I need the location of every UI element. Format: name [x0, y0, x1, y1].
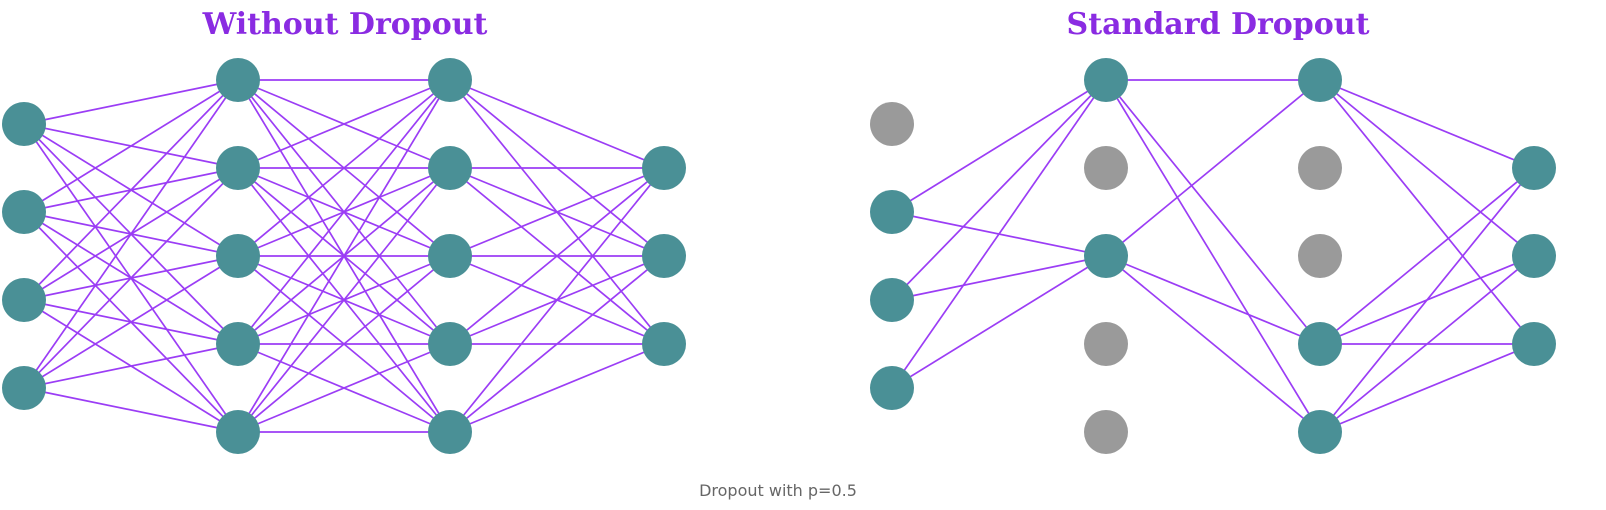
- edge-l0n2-l1n0: [23, 79, 239, 301]
- edge-l2n0-l3n1: [1319, 79, 1535, 257]
- edges-standard-dropout: [891, 79, 1535, 433]
- neuron-dropped-l1-n1: [1084, 146, 1128, 190]
- edge-l0n3-l1n0: [23, 79, 239, 389]
- neuron-active-l2-n1: [428, 146, 472, 190]
- neuron-active-l2-n3: [1298, 322, 1342, 366]
- edge-l0n1-l1n0: [23, 79, 239, 213]
- neuron-active-l3-n0: [1512, 146, 1556, 190]
- edge-l0n2-l1n2: [891, 255, 1107, 301]
- edge-l2n3-l3n0: [1319, 167, 1535, 345]
- neuron-dropped-l2-n1: [1298, 146, 1342, 190]
- neuron-active-l2-n2: [428, 234, 472, 278]
- neuron-active-l1-n0: [1084, 58, 1128, 102]
- edge-l1n4-l2n3: [237, 343, 451, 433]
- edge-l1n0-l2n3: [1105, 79, 1321, 345]
- edge-l1n4-l2n2: [237, 255, 451, 433]
- neuron-active-l1-n4: [216, 410, 260, 454]
- edge-l2n4-l3n2: [449, 343, 665, 433]
- neuron-dropped-l1-n3: [1084, 322, 1128, 366]
- edge-l2n0-l3n0: [449, 79, 665, 169]
- edge-l1n2-l2n4: [1105, 255, 1321, 433]
- panel-standard-dropout: Standard Dropout: [870, 7, 1556, 454]
- edge-l1n2-l2n0: [237, 79, 451, 257]
- edge-l2n4-l3n0: [1319, 167, 1535, 433]
- edge-l0n1-l1n0: [891, 79, 1107, 213]
- edge-l2n4-l3n0: [449, 167, 665, 433]
- edge-l1n0-l2n4: [1105, 79, 1321, 433]
- panel-title-without-dropout: Without Dropout: [202, 7, 488, 42]
- edge-l2n3-l3n0: [449, 167, 665, 345]
- neuron-active-l0-n3: [2, 366, 46, 410]
- edges-without-dropout: [23, 79, 665, 433]
- neuron-active-l2-n0: [428, 58, 472, 102]
- neuron-active-l2-n4: [428, 410, 472, 454]
- neuron-active-l0-n1: [870, 190, 914, 234]
- nodes-standard-dropout: [870, 58, 1556, 454]
- edge-l2n4-l3n1: [449, 255, 665, 433]
- edge-l1n2-l2n3: [1105, 255, 1321, 345]
- neuron-active-l2-n4: [1298, 410, 1342, 454]
- edge-l1n1-l2n0: [237, 79, 451, 169]
- figure-caption: Dropout with p=0.5: [699, 481, 857, 500]
- neuron-dropped-l0-n0: [870, 102, 914, 146]
- edge-l0n3-l1n3: [23, 343, 239, 389]
- neuron-active-l1-n2: [1084, 234, 1128, 278]
- neuron-active-l1-n2: [216, 234, 260, 278]
- neuron-active-l0-n2: [2, 278, 46, 322]
- edge-l2n4-l3n2: [1319, 343, 1535, 433]
- edge-l1n2-l2n0: [1105, 79, 1321, 257]
- neuron-active-l0-n0: [2, 102, 46, 146]
- neuron-active-l0-n1: [2, 190, 46, 234]
- neuron-active-l0-n2: [870, 278, 914, 322]
- edge-l2n0-l3n0: [1319, 79, 1535, 169]
- neuron-active-l2-n3: [428, 322, 472, 366]
- edge-l0n3-l1n2: [891, 255, 1107, 389]
- edge-l0n3-l1n0: [891, 79, 1107, 389]
- edge-l2n4-l3n1: [1319, 255, 1535, 433]
- neuron-active-l3-n2: [1512, 322, 1556, 366]
- edge-l1n4-l2n1: [237, 167, 451, 433]
- neuron-active-l3-n1: [642, 234, 686, 278]
- panel-title-standard-dropout: Standard Dropout: [1067, 7, 1370, 42]
- edge-l0n3-l1n2: [23, 255, 239, 389]
- neuron-active-l0-n3: [870, 366, 914, 410]
- neuron-active-l1-n3: [216, 322, 260, 366]
- neuron-active-l3-n1: [1512, 234, 1556, 278]
- neuron-dropped-l2-n2: [1298, 234, 1342, 278]
- edge-l1n4-l2n0: [237, 79, 451, 433]
- edge-l2n0-l3n2: [1319, 79, 1535, 345]
- edge-l0n2-l1n0: [891, 79, 1107, 301]
- neuron-active-l3-n2: [642, 322, 686, 366]
- neuron-active-l1-n1: [216, 146, 260, 190]
- edge-l0n0-l1n0: [23, 79, 239, 125]
- edge-l0n3-l1n4: [23, 387, 239, 433]
- edge-l0n3-l1n1: [23, 167, 239, 389]
- neuron-active-l1-n0: [216, 58, 260, 102]
- edge-l1n3-l2n0: [237, 79, 451, 345]
- neuron-dropped-l1-n4: [1084, 410, 1128, 454]
- edge-l2n2-l3n0: [449, 167, 665, 257]
- neuron-active-l3-n0: [642, 146, 686, 190]
- panel-without-dropout: Without Dropout: [2, 7, 686, 454]
- neuron-active-l2-n0: [1298, 58, 1342, 102]
- nodes-without-dropout: [2, 58, 686, 454]
